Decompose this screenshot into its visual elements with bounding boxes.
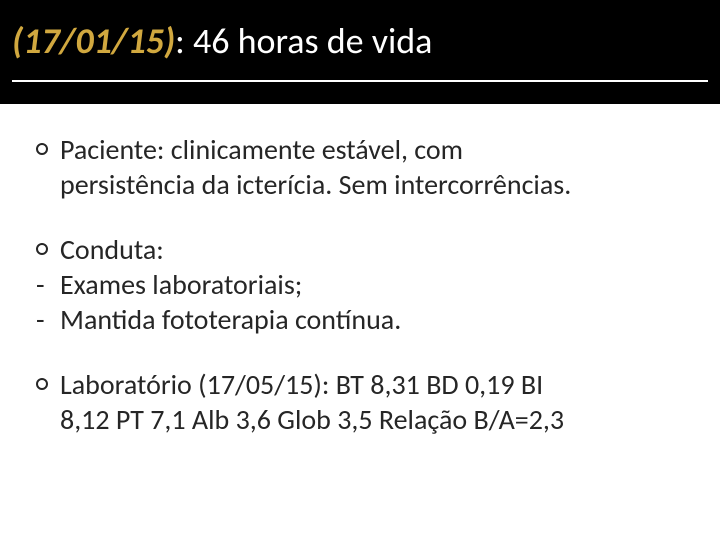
lab-seg-0-label: BT — [329, 367, 370, 402]
lab2-seg-4-label: Relação B/A= — [373, 402, 529, 437]
lab2-seg-2-label: Alb — [186, 402, 236, 437]
circle-bullet-icon — [36, 243, 48, 255]
lab2-seg-0-val: 8,12 — [60, 402, 110, 437]
dash-line: - Mantida fototerapia contínua. — [36, 302, 684, 337]
lab2-seg-4-val: 2,3 — [529, 402, 564, 437]
dash-bullet-icon: - — [36, 302, 60, 337]
bullet-text: Conduta: — [60, 232, 684, 267]
bullet-lead: Paciente: — [60, 132, 164, 167]
bullet-block-laboratorio: Laboratório (17/05/15): BT 8,31 BD 0,19 … — [36, 367, 684, 437]
lab2-seg-3-val: 3,5 — [337, 402, 372, 437]
dash-text: Exames laboratoriais; — [60, 267, 684, 302]
lab-seg-1-val: 0,19 — [465, 367, 515, 402]
title-date: (17/01/15) — [12, 19, 175, 63]
dash-bullet-icon: - — [36, 267, 60, 302]
circle-bullet-icon — [36, 378, 48, 390]
bullet-line: Paciente: clinicamente estável, com — [36, 132, 684, 167]
lab-continuation: 8,12 PT 7,1 Alb 3,6 Glob 3,5 Relação B/A… — [60, 402, 684, 437]
bullet-line: Conduta: — [36, 232, 684, 267]
bullet-rest: clinicamente estável, com — [164, 132, 463, 167]
bullet-text: Paciente: clinicamente estável, com — [60, 132, 684, 167]
lab2-seg-1-label: PT — [110, 402, 151, 437]
lab-seg-1-label: BD — [420, 367, 465, 402]
lab2-seg-3-label: Glob — [271, 402, 337, 437]
title-underline — [12, 80, 708, 82]
title-bar: (17/01/15): 46 horas de vida — [0, 0, 720, 104]
bullet-text: Laboratório (17/05/15): BT 8,31 BD 0,19 … — [60, 367, 684, 402]
lab-seg-0-val: 8,31 — [370, 367, 420, 402]
lab-seg-2-label: BI — [515, 367, 544, 402]
bullet-continuation: persistência da icterícia. Sem intercorr… — [60, 167, 684, 202]
lab2-seg-1-val: 7,1 — [150, 402, 185, 437]
dash-text: Mantida fototerapia contínua. — [60, 302, 684, 337]
lab2-seg-2-val: 3,6 — [236, 402, 271, 437]
lab-lead: Laboratório (17/05/15): — [60, 367, 329, 402]
bullet-line: Laboratório (17/05/15): BT 8,31 BD 0,19 … — [36, 367, 684, 402]
title-rest: 46 horas de vida — [185, 19, 433, 63]
slide-title: (17/01/15): 46 horas de vida — [12, 22, 708, 62]
dash-line: - Exames laboratoriais; — [36, 267, 684, 302]
content-area: Paciente: clinicamente estável, com pers… — [0, 104, 720, 437]
circle-bullet-icon — [36, 143, 48, 155]
title-colon: : — [175, 19, 185, 63]
bullet-block-paciente: Paciente: clinicamente estável, com pers… — [36, 132, 684, 202]
bullet-block-conduta: Conduta: - Exames laboratoriais; - Manti… — [36, 232, 684, 337]
